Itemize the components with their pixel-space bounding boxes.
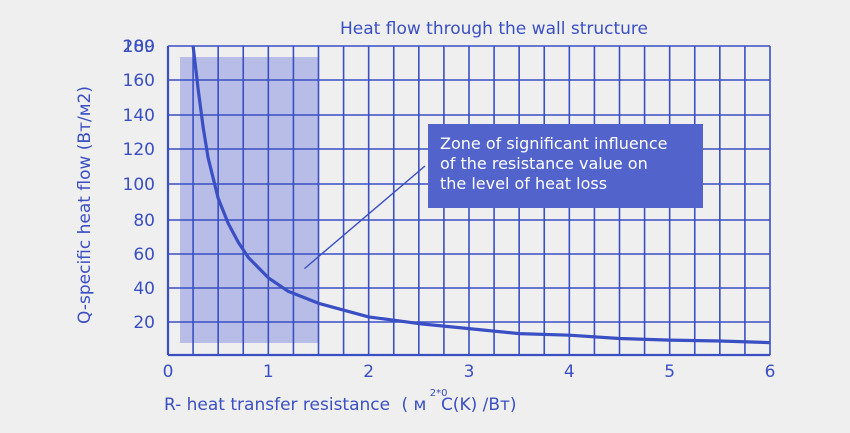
annotation-box [428, 124, 703, 208]
x-axis-label-main: R- heat transfer resistance [164, 395, 390, 415]
x-axis-unit-rest: C(K) /Вт) [441, 395, 517, 415]
y-tick-label: 40 [133, 279, 155, 299]
annotation-pointer [304, 165, 426, 270]
x-tick-label: 6 [765, 362, 776, 382]
x-tick-label: 3 [464, 362, 475, 382]
y-tick-label: 120 [123, 140, 155, 160]
y-tick-label: 20 [133, 313, 155, 333]
x-tick-label: 0 [163, 362, 174, 382]
y-tick-label: 140 [123, 106, 155, 126]
x-axis-label: R- heat transfer resistance ( м 2*0 C(K)… [164, 381, 517, 415]
x-tick-label: 5 [664, 362, 675, 382]
annotation-line: the level of heat loss [440, 174, 607, 193]
x-tick-label: 2 [363, 362, 374, 382]
x-axis-unit-prefix: ( м [402, 395, 427, 415]
y-tick-label: 160 [123, 71, 155, 91]
y-tick-label: 80 [133, 211, 155, 231]
y-tick-label: 100 [123, 175, 155, 195]
annotation-line: Zone of significant influence [440, 134, 667, 153]
y-tick-label: 60 [133, 245, 155, 265]
heat-flow-curve [191, 45, 771, 345]
y-tick-label: 200 [123, 37, 155, 57]
x-tick-label: 4 [564, 362, 575, 382]
x-tick-label: 1 [263, 362, 274, 382]
annotation-line: of the resistance value on [440, 154, 648, 173]
x-axis-unit-sup: 2*0 [430, 388, 448, 399]
y-tick-label: 189 [123, 37, 155, 57]
chart-title: Heat flow through the wall structure [340, 19, 648, 39]
y-axis-label: Q-specific heat flow (Вт/м2) [75, 86, 95, 324]
